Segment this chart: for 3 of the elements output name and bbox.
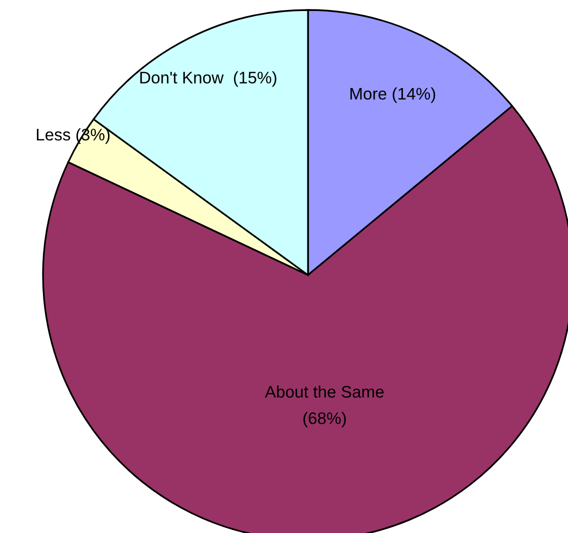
slice-label: Don't Know (15%) (140, 71, 276, 87)
slice-label: About the Same (68%) (264, 385, 384, 428)
slice-label: More (14%) (350, 87, 436, 103)
